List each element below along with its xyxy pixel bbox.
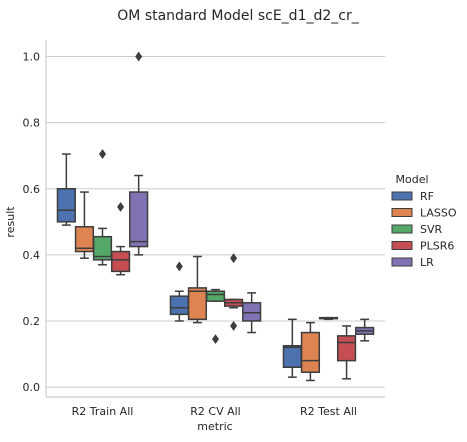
legend-swatch (391, 257, 413, 267)
x-tick-label: R2 Train All (72, 405, 134, 418)
y-axis-label: result (4, 206, 17, 238)
box-groups (56, 51, 375, 382)
box-svr-1 (205, 288, 226, 345)
box-plsr6-2 (336, 325, 357, 380)
box-body (205, 290, 226, 302)
box-lasso-2 (300, 321, 321, 382)
tick-labels: 0.0 0.2 0.4 0.6 0.8 1.0 R2 Train All R2 CV All R… (23, 51, 357, 418)
legend-swatch (391, 241, 413, 250)
outlier-point (212, 334, 219, 345)
box-body (129, 191, 149, 248)
outlier-point (135, 51, 143, 62)
legend-item-rf: RF (391, 190, 434, 203)
box-lr-0 (129, 51, 149, 256)
box-body (110, 250, 131, 273)
x-tick-label: R2 CV All (190, 405, 240, 418)
box-body (187, 287, 208, 321)
legend-item-lr: LR (391, 256, 434, 269)
box-svr-2 (318, 316, 339, 321)
box-body (336, 335, 357, 362)
box-rf-0 (56, 153, 76, 226)
legend-item-svr: SVR (391, 223, 443, 236)
y-tick-label: 0.0 (23, 381, 41, 394)
legend-item-plsr6: PLSR6 (391, 240, 454, 253)
y-tick-label: 1.0 (23, 51, 41, 64)
box-lasso-0 (74, 191, 95, 259)
legend-title: Model (395, 173, 428, 186)
y-tick-label: 0.8 (23, 117, 41, 130)
box-body (169, 295, 189, 316)
legend-label: LASSO (420, 207, 457, 220)
box-body (242, 302, 262, 322)
box-lr-1 (242, 292, 262, 334)
chart-title: OM standard Model scE_d1_d2_cr_ (117, 8, 359, 24)
y-tick-label: 0.4 (23, 249, 41, 262)
y-tick-label: 0.6 (23, 183, 41, 196)
box-plsr6-0 (110, 202, 131, 276)
legend-label: SVR (420, 223, 443, 236)
box-body (300, 331, 321, 373)
legend-entries: RF LASSO SVR PLSR6 LR (391, 190, 457, 269)
box-lasso-1 (187, 255, 208, 324)
legend-swatch (391, 224, 413, 234)
box-plsr6-1 (223, 253, 244, 331)
legend-item-lasso: LASSO (391, 207, 457, 220)
legend-swatch (391, 208, 413, 217)
box-rf-2 (282, 318, 302, 378)
x-tick-label: R2 Test All (300, 405, 357, 418)
legend-label: LR (420, 256, 434, 269)
legend-label: PLSR6 (420, 240, 454, 253)
x-axis-label: metric (197, 420, 232, 433)
box-body (56, 188, 76, 223)
box-body (92, 235, 113, 261)
box-body (282, 345, 302, 368)
box-rf-1 (169, 261, 189, 322)
box-lr-2 (355, 318, 375, 342)
outlier-point (99, 149, 106, 159)
legend-swatch (391, 191, 413, 201)
box-svr-0 (92, 149, 113, 266)
outlier-point (230, 253, 238, 264)
outlier-point (175, 261, 183, 272)
outlier-point (230, 321, 238, 331)
legend-label: RF (420, 190, 434, 203)
outlier-point (117, 202, 125, 212)
legend: Model RF LASSO SVR PLSR6 LR (391, 173, 457, 269)
axes (45, 40, 385, 398)
y-tick-label: 0.2 (23, 315, 41, 328)
